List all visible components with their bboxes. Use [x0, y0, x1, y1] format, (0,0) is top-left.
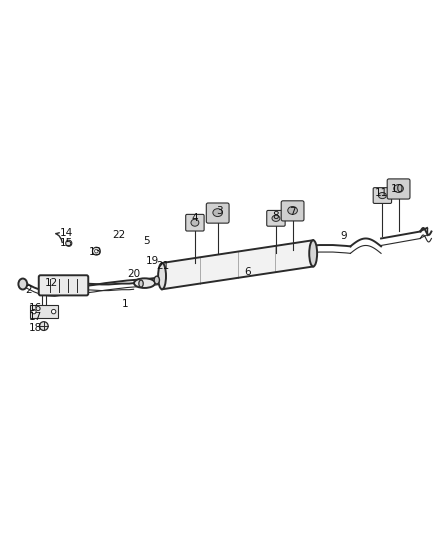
Text: 22: 22 — [113, 230, 126, 240]
Ellipse shape — [394, 184, 403, 192]
Ellipse shape — [139, 280, 143, 287]
FancyBboxPatch shape — [267, 211, 285, 226]
Text: 15: 15 — [60, 238, 73, 248]
Circle shape — [32, 310, 36, 314]
Ellipse shape — [213, 209, 223, 216]
Ellipse shape — [309, 240, 317, 266]
Text: 18: 18 — [29, 323, 42, 333]
FancyBboxPatch shape — [281, 201, 304, 221]
Ellipse shape — [158, 263, 166, 289]
Text: 9: 9 — [340, 231, 347, 241]
Circle shape — [52, 310, 56, 314]
Text: 2: 2 — [25, 285, 32, 295]
Text: 20: 20 — [127, 269, 140, 279]
Ellipse shape — [154, 276, 159, 284]
Circle shape — [92, 247, 100, 255]
Ellipse shape — [288, 206, 297, 214]
Circle shape — [95, 249, 98, 253]
Ellipse shape — [378, 192, 386, 199]
Circle shape — [66, 240, 72, 246]
Text: 7: 7 — [289, 207, 296, 217]
Text: 11: 11 — [375, 188, 389, 198]
Text: 10: 10 — [391, 183, 404, 193]
Ellipse shape — [134, 278, 155, 288]
Text: 1: 1 — [121, 298, 128, 309]
Text: 8: 8 — [272, 211, 279, 221]
Ellipse shape — [18, 279, 27, 289]
Text: 16: 16 — [29, 303, 42, 313]
Text: 14: 14 — [60, 228, 73, 238]
Bar — [30, 305, 58, 318]
Text: 6: 6 — [244, 266, 251, 277]
Ellipse shape — [272, 215, 280, 221]
Text: 4: 4 — [191, 213, 198, 223]
FancyBboxPatch shape — [373, 188, 392, 204]
FancyBboxPatch shape — [387, 179, 410, 199]
Text: 21: 21 — [156, 261, 170, 271]
Text: 13: 13 — [89, 247, 102, 257]
Text: 3: 3 — [215, 206, 223, 216]
Text: 19: 19 — [146, 256, 159, 266]
Polygon shape — [162, 240, 313, 289]
FancyBboxPatch shape — [206, 203, 229, 223]
Ellipse shape — [191, 219, 199, 226]
FancyBboxPatch shape — [186, 214, 204, 231]
Circle shape — [39, 322, 48, 330]
Text: 12: 12 — [45, 278, 58, 288]
Text: 5: 5 — [143, 236, 150, 246]
Text: 17: 17 — [29, 312, 42, 322]
FancyBboxPatch shape — [39, 275, 88, 295]
